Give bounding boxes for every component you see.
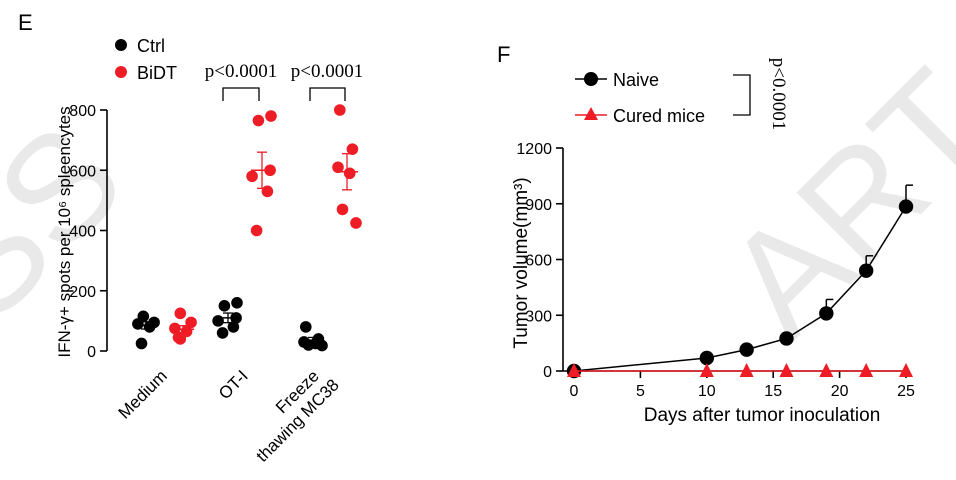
y-axis-label-f: Tumor volume(mm³) (511, 177, 532, 348)
bracket-freeze (309, 87, 346, 101)
bracket-ot1 (222, 87, 260, 101)
y-tick-label-f-2: 600 (525, 253, 552, 270)
point-bidt-0-0 (174, 307, 187, 320)
x-ticks-f: 0 5 10 15 20 25 (570, 371, 915, 400)
point-bidt-2-5 (350, 217, 362, 229)
point-bidt-2-4 (336, 203, 349, 216)
x-tick-label-f-5: 25 (897, 383, 915, 400)
legend-label-naive: Naive (613, 70, 659, 90)
marker-cured-mice-3 (779, 363, 794, 377)
point-bidt-2-3 (343, 167, 356, 180)
point-bidt-1-1 (252, 114, 265, 127)
legend-label-ctrl: Ctrl (137, 36, 165, 56)
marker-naive-1 (699, 350, 714, 366)
point-ctrl-0-4 (135, 337, 148, 350)
point-ctrl-1-1 (218, 300, 231, 312)
point-ctrl-1-0 (231, 297, 243, 309)
marker-naive-6 (898, 199, 914, 214)
data-points-e (132, 104, 362, 352)
panel-label-e: E (18, 10, 33, 35)
point-ctrl-2-4 (302, 339, 315, 351)
point-bidt-2-2 (332, 161, 344, 174)
x-tick-label-f-1: 5 (636, 383, 645, 400)
marker-naive-5 (858, 263, 874, 278)
legend-e: Ctrl BiDT (115, 36, 177, 83)
point-ctrl-0-3 (143, 321, 156, 333)
watermark-left: SS (0, 92, 154, 352)
y-tick-label-f-0: 0 (543, 364, 552, 381)
pvalue-freeze: p<0.0001 (291, 61, 363, 82)
x-tick-label-f-0: 0 (570, 383, 579, 400)
point-bidt-0-5 (174, 333, 187, 345)
point-ctrl-2-0 (300, 321, 312, 333)
x-tick-label-f-2: 10 (698, 383, 716, 400)
point-bidt-0-1 (185, 316, 197, 329)
point-ctrl-1-4 (227, 321, 240, 333)
x-axis-label-f: Days after tumor inoculation (644, 405, 881, 426)
y-tick-label-f-1: 300 (525, 308, 552, 325)
marker-cured-mice-2 (739, 363, 754, 377)
panel-f: F Naive Cured mice p<0.0001 0 300 600 900 12… (497, 42, 915, 426)
x-labels-e: Medium OT-I Freeze thawing MC38 (115, 366, 343, 465)
point-ctrl-0-2 (132, 318, 144, 330)
legend-marker-bidt (115, 66, 127, 78)
marker-cured-mice-4 (819, 363, 834, 377)
legend-bracket (733, 74, 751, 116)
y-axis-label-e: IFN-γ+ spots per 10⁶ spleencytes (55, 106, 74, 357)
point-bidt-1-3 (246, 170, 258, 183)
y-tick-label-e-4: 800 (69, 103, 96, 120)
legend-marker-naive (584, 72, 598, 86)
x-tick-label-f-4: 20 (831, 383, 849, 400)
point-ctrl-1-5 (216, 327, 229, 339)
point-bidt-1-4 (261, 185, 274, 198)
y-tick-label-e-3: 600 (69, 163, 96, 180)
legend-marker-cured (584, 107, 598, 120)
pvalue-legend: p<0.0001 (768, 58, 789, 130)
y-tick-label-e-1: 200 (69, 284, 96, 301)
x-tick-label-f-3: 15 (764, 383, 782, 400)
panel-e: E Ctrl BiDT 0 200 400 600 800 IFN-γ+ spots p… (18, 10, 363, 466)
y-tick-label-f-3: 900 (525, 197, 552, 214)
marker-naive-3 (779, 331, 794, 346)
marker-naive-2 (739, 342, 754, 357)
panel-label-f: F (497, 42, 510, 67)
marker-cured-mice-1 (699, 363, 714, 377)
marker-cured-mice-0 (567, 363, 581, 377)
point-ctrl-1-3 (212, 315, 224, 327)
y-ticks-e: 0 200 400 600 800 (69, 103, 107, 361)
marker-cured-mice-5 (859, 363, 874, 377)
y-ticks-f: 0 300 600 900 1200 (516, 141, 563, 381)
legend-label-bidt: BiDT (137, 63, 177, 83)
point-bidt-1-5 (250, 224, 263, 237)
legend-label-cured: Cured mice (613, 106, 705, 126)
marker-naive-4 (819, 306, 834, 321)
point-bidt-0-2 (169, 322, 181, 335)
y-tick-label-f-4: 1200 (516, 141, 552, 158)
pvalue-ot1: p<0.0001 (205, 61, 277, 82)
legend-f: Naive Cured mice p<0.0001 (575, 58, 789, 130)
point-bidt-1-0 (265, 110, 277, 122)
marker-cured-mice-6 (899, 363, 913, 377)
point-bidt-2-0 (334, 104, 346, 116)
x-label-medium: Medium (115, 366, 171, 422)
y-tick-label-e-0: 0 (87, 344, 96, 361)
legend-marker-ctrl (115, 39, 127, 51)
point-bidt-2-1 (346, 143, 359, 155)
series-f (566, 184, 914, 379)
x-label-ot1: OT-I (215, 366, 252, 403)
y-tick-label-e-2: 400 (69, 224, 96, 241)
point-ctrl-2-5 (316, 339, 328, 352)
significance-e: p<0.0001 p<0.0001 (205, 61, 363, 101)
